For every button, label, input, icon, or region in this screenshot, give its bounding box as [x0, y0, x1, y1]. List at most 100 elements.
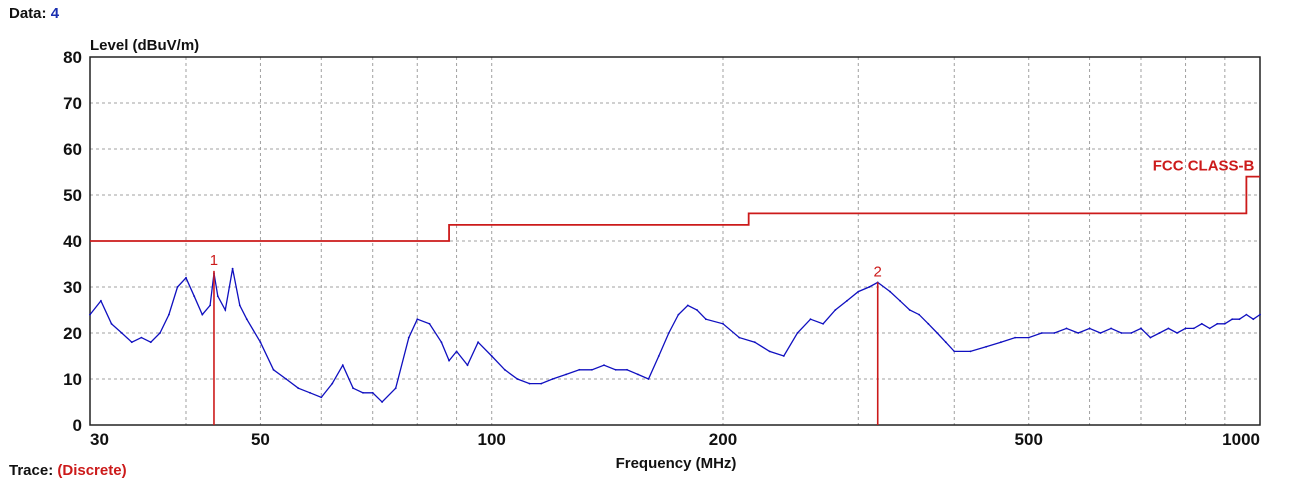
trace-point [1110, 327, 1112, 330]
x-tick-label: 1000 [1222, 430, 1260, 449]
trace-point [1200, 322, 1203, 325]
trace-point [1158, 332, 1161, 334]
trace-point [768, 350, 771, 353]
trace-point [647, 378, 650, 380]
trace-point [1014, 336, 1016, 339]
data-value: 4 [50, 5, 60, 22]
trace-point [551, 378, 554, 380]
trace-point [528, 382, 531, 385]
trace-point [238, 304, 241, 307]
trace-point [1088, 327, 1091, 330]
trace-point [140, 336, 143, 339]
trace-point [407, 336, 410, 339]
trace-point [1184, 327, 1187, 330]
trace-point [969, 350, 972, 353]
trace-point [540, 382, 543, 385]
markers: 12 [210, 252, 882, 425]
y-tick-label: 80 [63, 48, 82, 67]
trace-point [503, 368, 506, 371]
trace-point [918, 313, 920, 316]
trace-point [100, 299, 102, 302]
y-tick-label: 70 [63, 94, 82, 113]
trace-point [120, 332, 123, 334]
trace-point [591, 368, 593, 371]
trace-point [149, 341, 152, 344]
trace-point [1130, 332, 1133, 334]
y-tick-label: 20 [63, 324, 82, 343]
trace-point [834, 309, 837, 311]
trace-point [1053, 332, 1056, 334]
trace-point [516, 378, 519, 380]
x-axis-label: Frequency (MHz) [616, 455, 737, 472]
trace-point [722, 322, 724, 325]
trace-point [216, 295, 219, 298]
trace-point [603, 364, 605, 367]
trace-point [371, 391, 374, 394]
trace-point [209, 304, 212, 307]
x-tick-label: 30 [90, 430, 109, 449]
y-tick-label: 40 [63, 232, 82, 251]
trace [89, 267, 1261, 403]
trace-point [285, 378, 287, 380]
marker-label: 1 [210, 252, 218, 269]
trace-point [753, 341, 756, 344]
trace-point [846, 299, 848, 302]
trace-point [428, 322, 431, 325]
trace-point [809, 318, 812, 321]
trace-point [944, 341, 947, 344]
trace-line [89, 268, 1261, 403]
trace-value: (Discrete) [57, 462, 127, 479]
trace-point [1077, 332, 1080, 334]
trace-point [490, 355, 493, 357]
trace-point [953, 350, 956, 353]
trace-label: Trace: (Discrete) [9, 462, 127, 479]
trace-point [1120, 332, 1123, 334]
trace-point [231, 267, 234, 270]
trace-point [89, 313, 91, 316]
trace-point [657, 355, 660, 357]
trace-point [899, 299, 901, 302]
limit-line-label: FCC CLASS-B [1153, 158, 1255, 175]
trace-point [455, 350, 458, 353]
trace-point [1238, 318, 1241, 321]
trace-point [667, 332, 670, 334]
trace-point [565, 373, 568, 376]
trace-point [1099, 332, 1102, 334]
trace-point [1231, 318, 1234, 321]
trace-point [201, 313, 204, 316]
y-tick-label: 50 [63, 186, 82, 205]
trace-point [927, 322, 930, 325]
trace-point [1245, 313, 1248, 316]
trace-point [297, 387, 300, 390]
trace-point [985, 345, 987, 348]
x-tick-label: 50 [251, 430, 270, 449]
trace-point [440, 341, 443, 344]
trace-point [686, 304, 689, 307]
trace-point [1223, 322, 1226, 325]
trace-point [259, 341, 262, 344]
y-tick-label: 0 [73, 416, 82, 435]
trace-point [168, 313, 170, 316]
trace-point [677, 313, 680, 316]
trace-point [193, 295, 196, 298]
trace-point [224, 309, 227, 311]
trace-point [626, 368, 628, 371]
trace-point [1208, 327, 1211, 330]
trace-point [1000, 341, 1002, 344]
y-axis-label: Level (dBuV/m) [90, 37, 199, 54]
trace-point [176, 286, 179, 288]
trace-point [1192, 327, 1195, 330]
y-tick-label: 60 [63, 140, 82, 159]
trace-point [1027, 336, 1030, 339]
limit-line: FCC CLASS-B [90, 158, 1260, 242]
trace-point [309, 391, 311, 394]
trace-point [320, 396, 323, 399]
trace-point [578, 368, 581, 371]
trace-point [857, 290, 860, 293]
trace-point [868, 286, 871, 288]
trace-point [1252, 318, 1255, 321]
trace-point [738, 336, 741, 339]
trace-point [245, 318, 248, 321]
y-tick-label: 10 [63, 370, 82, 389]
x-tick-label: 100 [478, 430, 506, 449]
